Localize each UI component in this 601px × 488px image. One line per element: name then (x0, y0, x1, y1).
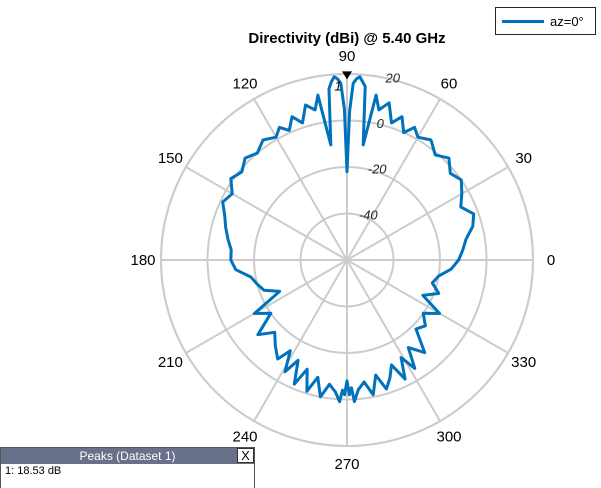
legend[interactable]: az=0° (495, 7, 596, 35)
chart-title: Directivity (dBi) @ 5.40 GHz (248, 30, 445, 47)
grid-spoke-120 (253, 98, 348, 261)
grid-spoke-60 (346, 98, 441, 261)
radial-tick--20: -20 (368, 162, 388, 177)
angle-tick-30: 30 (515, 150, 532, 167)
angle-tick-90: 90 (339, 48, 356, 65)
radial-tick-20: 20 (384, 70, 400, 85)
peaks-close-button[interactable]: X (237, 448, 254, 463)
grid-spoke-330 (346, 259, 509, 354)
grid-spoke-150 (185, 166, 348, 261)
radial-tick-0: 0 (377, 116, 385, 131)
peaks-panel: Peaks (Dataset 1) X 1: 18.53 dB (0, 447, 255, 488)
peaks-title: Peaks (Dataset 1) (79, 449, 176, 463)
grid-spoke-30 (346, 166, 509, 261)
angle-tick-210: 210 (158, 354, 183, 371)
peaks-header: Peaks (Dataset 1) X (1, 448, 254, 464)
peak-marker-label: 1 (334, 78, 341, 93)
angle-tick-270: 270 (334, 456, 359, 473)
peaks-row: 1: 18.53 dB (5, 465, 62, 477)
peak-marker-icon (342, 71, 352, 80)
angle-tick-120: 120 (232, 75, 257, 92)
grid-spoke-210 (185, 259, 348, 354)
angle-tick-330: 330 (511, 354, 536, 371)
angle-tick-150: 150 (158, 150, 183, 167)
radial-tick--40: -40 (359, 207, 379, 222)
series-line-0 (221, 75, 476, 404)
legend-label: az=0° (550, 13, 584, 29)
legend-line-az0 (502, 19, 544, 23)
angle-tick-0: 0 (547, 252, 555, 269)
radial-tick-labels: -40 -20 0 20 (359, 70, 401, 222)
polar-grid (160, 73, 534, 447)
angle-tick-180: 180 (130, 252, 155, 269)
angle-tick-240: 240 (232, 429, 257, 446)
series-layer (221, 75, 476, 404)
peak-marker: 1 (334, 71, 352, 93)
angle-tick-300: 300 (436, 429, 461, 446)
grid-spoke-300 (346, 259, 441, 422)
angle-tick-60: 60 (441, 75, 458, 92)
grid-spoke-240 (253, 259, 348, 422)
